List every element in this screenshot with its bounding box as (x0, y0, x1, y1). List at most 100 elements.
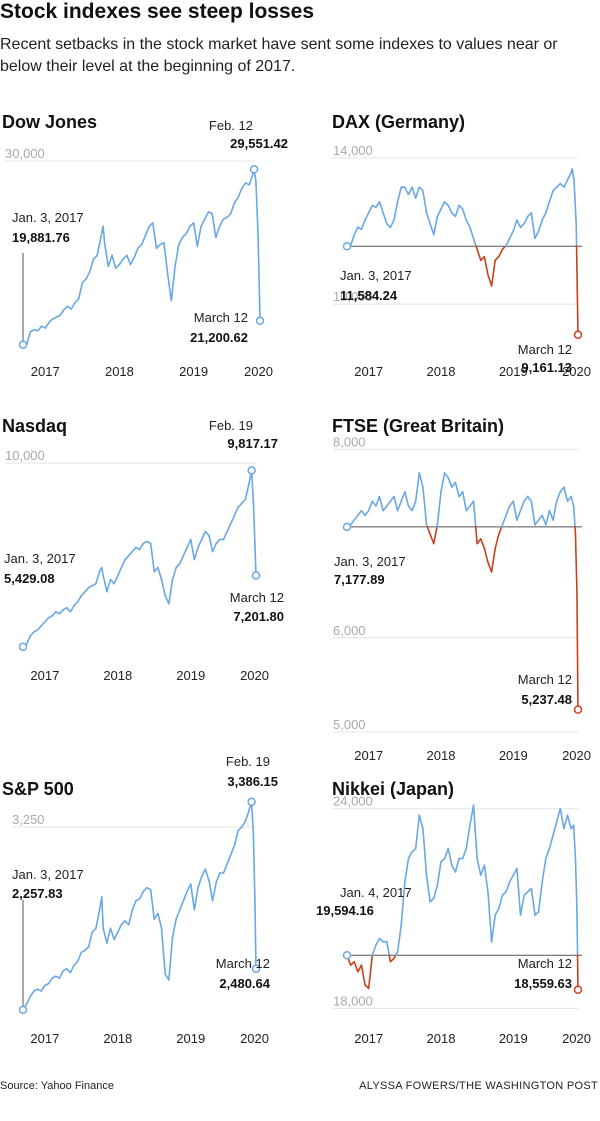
series-segment (149, 542, 156, 573)
series-segment (233, 196, 239, 204)
series-segment (505, 881, 511, 893)
x-tick-label: 2018 (427, 748, 456, 763)
series-segment (226, 522, 232, 533)
series-segment (483, 255, 489, 276)
x-tick-label: 2017 (30, 1031, 59, 1046)
series-segment (572, 505, 576, 528)
start-date-label: Jan. 3, 2017 (4, 551, 76, 566)
chart-title: FTSE (Great Britain) (332, 416, 504, 436)
y-tick-label: 18,000 (333, 993, 373, 1008)
start-date-label: Jan. 3, 2017 (12, 867, 84, 882)
series-segment (114, 263, 121, 269)
start-marker (18, 340, 28, 349)
x-tick-label: 2020 (562, 364, 591, 379)
credit-line: ALYSSA FOWERS/THE WASHINGTON POST (359, 1080, 598, 1092)
series-segment (404, 186, 410, 196)
series-segment (257, 236, 261, 322)
series-segment (70, 301, 76, 310)
series-segment (160, 578, 167, 597)
start-value-label: 11,584.24 (340, 288, 398, 303)
series-segment (237, 502, 243, 509)
start-marker (18, 642, 28, 652)
y-tick-label: 30,000 (5, 146, 45, 161)
series-segment (516, 867, 522, 916)
series-segment (189, 538, 196, 561)
series-segment (566, 814, 572, 830)
series-segment (371, 944, 377, 956)
series-segment (155, 243, 162, 250)
series-segment (237, 187, 243, 199)
series-segment (429, 222, 435, 236)
series-segment (451, 864, 457, 873)
series-segment (69, 604, 75, 613)
series-segment (472, 237, 477, 248)
series-segment (454, 857, 460, 873)
end-value-label: 2,480.64 (219, 976, 270, 991)
start-value-label: 7,177.89 (334, 572, 385, 587)
series-segment (196, 225, 202, 248)
chart-nikkei: Nikkei (Japan) 24,000 18,000 2017 2018 2019 2… (316, 779, 591, 1046)
series-segment (447, 847, 453, 867)
series-segment (393, 200, 399, 221)
start-marker (342, 951, 352, 960)
end-date-label: March 12 (518, 672, 572, 687)
series-segment (563, 814, 569, 830)
series-segment (25, 635, 32, 645)
series-segment (367, 500, 374, 512)
series-segment (465, 505, 471, 512)
series-segment (171, 566, 177, 581)
end-date-label: March 12 (230, 590, 284, 605)
series-segment (429, 897, 435, 903)
peak-date-label: Feb. 19 (209, 418, 253, 433)
series-segment (360, 219, 366, 231)
series-segment (44, 617, 50, 623)
series-segment (73, 960, 79, 967)
series-segment (109, 578, 115, 585)
series-segment (80, 590, 86, 597)
series-segment (389, 957, 395, 963)
series-segment (91, 927, 97, 933)
series-segment (396, 186, 403, 203)
series-segment (197, 538, 203, 549)
series-segment (487, 891, 493, 943)
series-segment (100, 566, 105, 577)
panel-nikkei: Nikkei (Japan) 24,000 18,000 2017 2018 2019 2… (316, 760, 600, 1050)
series-segment (555, 807, 562, 823)
series-segment (77, 281, 84, 300)
series-segment (570, 495, 575, 507)
y-tick-label: 8,000 (333, 434, 366, 449)
chart-title: S&P 500 (2, 779, 74, 799)
start-date-label: Jan. 3, 2017 (340, 268, 412, 283)
start-date-label: Jan. 3, 2017 (12, 210, 84, 225)
y-tick-label: 6,000 (333, 623, 366, 638)
series-segment (501, 514, 507, 526)
series-segment (378, 937, 384, 943)
start-marker (18, 1005, 28, 1015)
series-segment (58, 969, 64, 979)
series-segment (58, 608, 64, 615)
series-segment (142, 886, 148, 893)
series-segment (25, 330, 32, 346)
series-segment (131, 546, 137, 553)
series-segment (548, 190, 554, 203)
series-segment (388, 954, 392, 963)
series-segment (461, 208, 468, 221)
y-tick-label: 5,000 (333, 717, 366, 732)
series-segment (382, 211, 388, 225)
series-segment (385, 222, 392, 229)
series-segment (157, 566, 163, 581)
series-segment (371, 500, 377, 507)
chart-dow: Dow Jones 30,000 2017 2018 2019 2020 Jan. 3,… (2, 112, 288, 379)
series-segment (404, 491, 410, 507)
series-segment (573, 179, 577, 225)
series-segment (425, 874, 431, 903)
series-segment (87, 931, 94, 948)
series-segment (102, 225, 106, 244)
peak-date-label: Feb. 19 (226, 754, 270, 769)
peak-marker (247, 797, 256, 807)
series-segment (443, 200, 450, 207)
series-segment (203, 211, 210, 220)
series-segment (122, 254, 128, 260)
series-segment (126, 254, 132, 266)
x-tick-label: 2019 (176, 1031, 205, 1046)
